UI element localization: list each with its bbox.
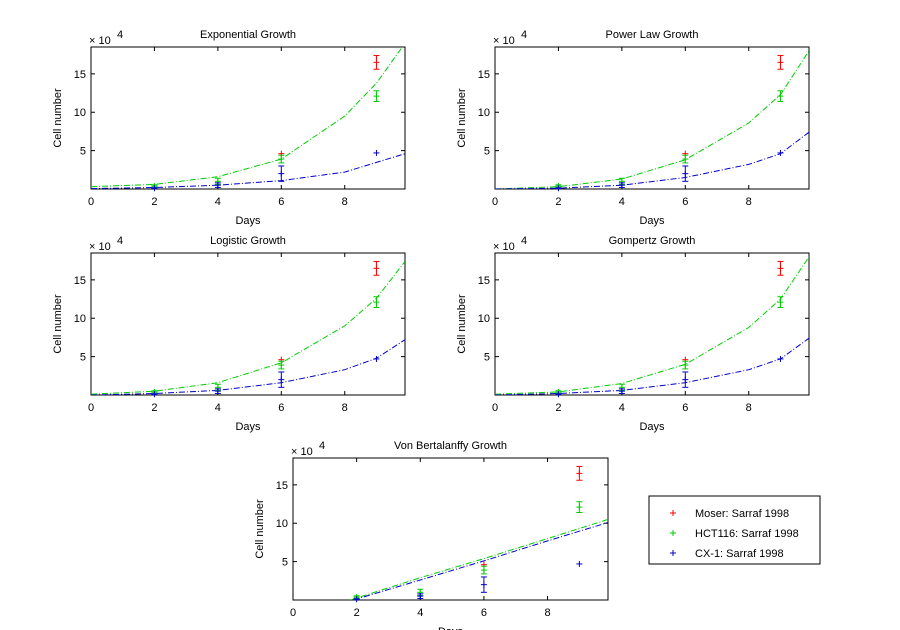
x-tick-label: 4 (417, 607, 423, 619)
x-tick-label: 2 (354, 607, 360, 619)
y-axis-label: Cell number (52, 88, 64, 148)
fit-curve (91, 153, 405, 189)
subplot-2: Power Law Growth × 10 4 0 2 4 6 8 5 10 15 Days Cell … (456, 29, 810, 227)
plot-title: Logistic Growth (210, 235, 286, 247)
y-exponent-power: 4 (117, 29, 123, 41)
x-tick-label: 6 (278, 402, 284, 414)
y-exponent-power: 4 (117, 235, 123, 247)
x-tick-label: 4 (619, 402, 625, 414)
x-axis-label: Days (235, 421, 261, 433)
x-tick-label: 0 (88, 402, 94, 414)
legend: Moser: Sarraf 1998 HCT116: Sarraf 1998 CX-… (648, 495, 821, 565)
subplot-5: Von Bertalanffy Growth × 10 4 0 2 4 6 8 5 10 15 Day… (254, 440, 609, 630)
x-tick-label: 2 (151, 196, 157, 208)
y-tick-label: 5 (282, 557, 288, 569)
y-axis-label: Cell number (456, 88, 468, 148)
y-tick-label: 15 (276, 480, 288, 492)
x-tick-label: 0 (290, 607, 296, 619)
y-tick-label: 10 (74, 107, 86, 119)
y-tick-label: 15 (74, 275, 86, 287)
plot-area (494, 252, 810, 396)
y-tick-label: 15 (478, 69, 490, 81)
x-tick-label: 6 (481, 607, 487, 619)
x-tick-label: 6 (682, 402, 688, 414)
y-exponent-power: 4 (521, 235, 527, 247)
x-axis-label: Days (639, 215, 665, 227)
legend-box (648, 495, 821, 565)
plot-area (292, 457, 609, 601)
x-tick-label: 8 (746, 196, 752, 208)
y-exponent-label: × 10 (493, 35, 515, 47)
x-tick-label: 0 (88, 196, 94, 208)
x-tick-label: 4 (215, 402, 221, 414)
x-tick-label: 0 (492, 196, 498, 208)
subplot-4: Gompertz Growth × 10 4 0 2 4 6 8 5 10 15 Days Cell n… (456, 235, 810, 433)
x-tick-label: 4 (619, 196, 625, 208)
y-tick-label: 15 (74, 69, 86, 81)
x-tick-label: 8 (342, 196, 348, 208)
y-tick-label: 5 (80, 352, 86, 364)
x-tick-label: 2 (555, 196, 561, 208)
y-exponent-label: × 10 (291, 446, 313, 458)
y-tick-label: 10 (478, 313, 490, 325)
plot-title: Exponential Growth (200, 29, 296, 41)
y-exponent-power: 4 (319, 440, 325, 452)
y-tick-label: 5 (484, 352, 490, 364)
legend-label: HCT116: Sarraf 1998 (695, 528, 799, 540)
y-axis-label: Cell number (52, 294, 64, 354)
subplot-3: Logistic Growth × 10 4 0 2 4 6 8 5 10 15 Days Cell n… (52, 235, 406, 433)
x-tick-label: 6 (682, 196, 688, 208)
x-axis-label: Days (438, 626, 464, 630)
y-exponent-power: 4 (521, 29, 527, 41)
y-exponent-label: × 10 (493, 241, 515, 253)
fit-curves (350, 518, 608, 600)
plot-area (90, 46, 406, 190)
y-exponent-label: × 10 (89, 241, 111, 253)
y-axis-label: Cell number (456, 294, 468, 354)
y-tick-label: 5 (80, 146, 86, 158)
plot-title: Power Law Growth (606, 29, 699, 41)
y-exponent-label: × 10 (89, 35, 111, 47)
x-tick-label: 4 (215, 196, 221, 208)
y-tick-label: 10 (276, 518, 288, 530)
plot-title: Von Bertalanffy Growth (394, 440, 507, 452)
x-axis-label: Days (639, 421, 665, 433)
fit-curve (353, 522, 608, 600)
y-tick-label: 5 (484, 146, 490, 158)
legend-label: CX-1: Sarraf 1998 (695, 548, 784, 560)
subplot-1: Exponential Growth × 10 4 0 2 4 6 8 5 10 15 Days Cel… (52, 29, 406, 227)
x-tick-label: 8 (544, 607, 550, 619)
plot-area (90, 252, 406, 396)
fit-curve (350, 518, 608, 600)
x-tick-label: 8 (746, 402, 752, 414)
legend-label: Moser: Sarraf 1998 (695, 508, 789, 520)
x-tick-label: 6 (278, 196, 284, 208)
x-tick-label: 0 (492, 402, 498, 414)
x-tick-label: 2 (151, 402, 157, 414)
y-tick-label: 10 (478, 107, 490, 119)
plot-title: Gompertz Growth (609, 235, 696, 247)
y-tick-label: 10 (74, 313, 86, 325)
y-tick-label: 15 (478, 275, 490, 287)
x-tick-label: 8 (342, 402, 348, 414)
x-tick-label: 2 (555, 402, 561, 414)
x-axis-label: Days (235, 215, 261, 227)
y-axis-label: Cell number (254, 499, 266, 559)
plot-area (494, 46, 810, 190)
